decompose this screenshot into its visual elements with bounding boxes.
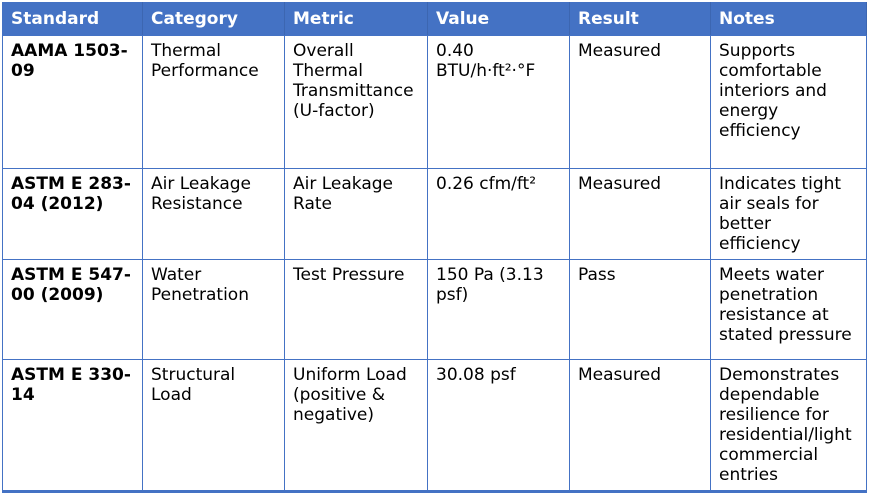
column-header-category: Category [142, 2, 285, 36]
table-row: ASTM E 330-14 Structural Load Uniform Lo… [2, 359, 867, 493]
column-header-value: Value [427, 2, 570, 36]
table-row: AAMA 1503-09 Thermal Performance Overall… [2, 35, 867, 169]
cell-notes: Demonstrates dependable resilience for r… [710, 359, 867, 493]
cell-metric: Test Pressure [284, 259, 428, 360]
cell-value: 30.08 psf [427, 359, 570, 493]
cell-result: Measured [569, 168, 711, 260]
table-row: ASTM E 283-04 (2012) Air Leakage Resista… [2, 168, 867, 260]
column-header-standard: Standard [2, 2, 143, 36]
cell-category: Water Penetration [142, 259, 285, 360]
cell-notes: Meets water penetration resistance at st… [710, 259, 867, 360]
column-header-result: Result [569, 2, 711, 36]
cell-standard: ASTM E 283-04 (2012) [2, 168, 143, 260]
column-header-notes: Notes [710, 2, 867, 36]
cell-category: Structural Load [142, 359, 285, 493]
cell-notes: Indicates tight air seals for better eff… [710, 168, 867, 260]
cell-standard: ASTM E 547-00 (2009) [2, 259, 143, 360]
cell-metric: Overall Thermal Transmittance (U-factor) [284, 35, 428, 169]
cell-category: Thermal Performance [142, 35, 285, 169]
cell-category: Air Leakage Resistance [142, 168, 285, 260]
cell-metric: Air Leakage Rate [284, 168, 428, 260]
cell-value: 150 Pa (3.13 psf) [427, 259, 570, 360]
cell-value: 0.40 BTU/h·ft²·°F [427, 35, 570, 169]
cell-metric: Uniform Load (positive & negative) [284, 359, 428, 493]
cell-result: Measured [569, 35, 711, 169]
cell-result: Pass [569, 259, 711, 360]
cell-notes: Supports comfortable interiors and energ… [710, 35, 867, 169]
table-header-row: Standard Category Metric Value Result No… [2, 2, 867, 36]
cell-result: Measured [569, 359, 711, 493]
column-header-metric: Metric [284, 2, 428, 36]
cell-standard: AAMA 1503-09 [2, 35, 143, 169]
cell-standard: ASTM E 330-14 [2, 359, 143, 493]
table-row: ASTM E 547-00 (2009) Water Penetration T… [2, 259, 867, 360]
cell-value: 0.26 cfm/ft² [427, 168, 570, 260]
